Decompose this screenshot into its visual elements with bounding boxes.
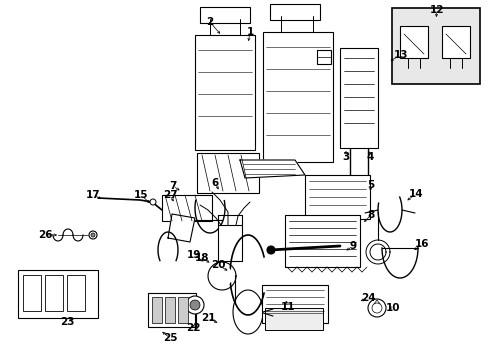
Text: 13: 13 — [393, 50, 407, 60]
Circle shape — [89, 231, 97, 239]
Bar — [441, 26, 469, 58]
Bar — [67, 275, 85, 311]
Circle shape — [150, 199, 156, 205]
Text: 15: 15 — [134, 190, 148, 200]
Text: 16: 16 — [414, 239, 428, 249]
Bar — [162, 195, 212, 221]
Text: 24: 24 — [360, 293, 375, 303]
Bar — [264, 308, 323, 330]
Bar — [218, 225, 242, 261]
Polygon shape — [212, 266, 231, 286]
Text: 5: 5 — [366, 180, 374, 190]
Text: 19: 19 — [186, 250, 201, 260]
Bar — [23, 275, 41, 311]
Circle shape — [371, 303, 381, 313]
Text: 7: 7 — [169, 181, 176, 191]
Bar — [164, 297, 175, 323]
Text: 17: 17 — [85, 190, 100, 200]
Bar — [152, 297, 162, 323]
Circle shape — [185, 296, 203, 314]
Text: 4: 4 — [366, 152, 373, 162]
Bar — [18, 270, 98, 318]
Circle shape — [266, 246, 274, 254]
Bar — [269, 4, 319, 20]
Circle shape — [91, 233, 95, 237]
Bar — [316, 50, 330, 64]
Text: 2: 2 — [206, 17, 213, 27]
Bar — [263, 32, 332, 162]
Bar — [391, 8, 479, 84]
Bar — [197, 153, 259, 193]
Text: 14: 14 — [408, 189, 423, 199]
Circle shape — [367, 299, 385, 317]
Circle shape — [190, 300, 200, 310]
Bar — [399, 26, 427, 58]
Text: 23: 23 — [60, 317, 74, 327]
Text: 18: 18 — [194, 253, 209, 263]
Text: 27: 27 — [163, 190, 177, 200]
Text: 6: 6 — [211, 178, 218, 188]
Bar — [285, 215, 359, 267]
Text: 12: 12 — [429, 5, 443, 15]
Bar — [262, 285, 327, 323]
Text: 11: 11 — [280, 302, 295, 312]
Text: 3: 3 — [342, 152, 349, 162]
Bar — [339, 48, 377, 148]
Polygon shape — [168, 214, 195, 242]
Text: 8: 8 — [366, 210, 374, 220]
Bar — [195, 35, 254, 150]
Bar — [178, 297, 187, 323]
Text: 26: 26 — [38, 230, 52, 240]
Text: 22: 22 — [185, 323, 200, 333]
Polygon shape — [240, 160, 305, 178]
Bar — [148, 293, 196, 327]
Text: 1: 1 — [246, 27, 253, 37]
Text: 10: 10 — [385, 303, 400, 313]
Bar — [200, 7, 249, 23]
Bar — [305, 175, 369, 219]
Bar — [45, 275, 63, 311]
Text: 25: 25 — [163, 333, 177, 343]
Text: 9: 9 — [349, 241, 356, 251]
Text: 20: 20 — [210, 260, 225, 270]
Text: 21: 21 — [201, 313, 215, 323]
